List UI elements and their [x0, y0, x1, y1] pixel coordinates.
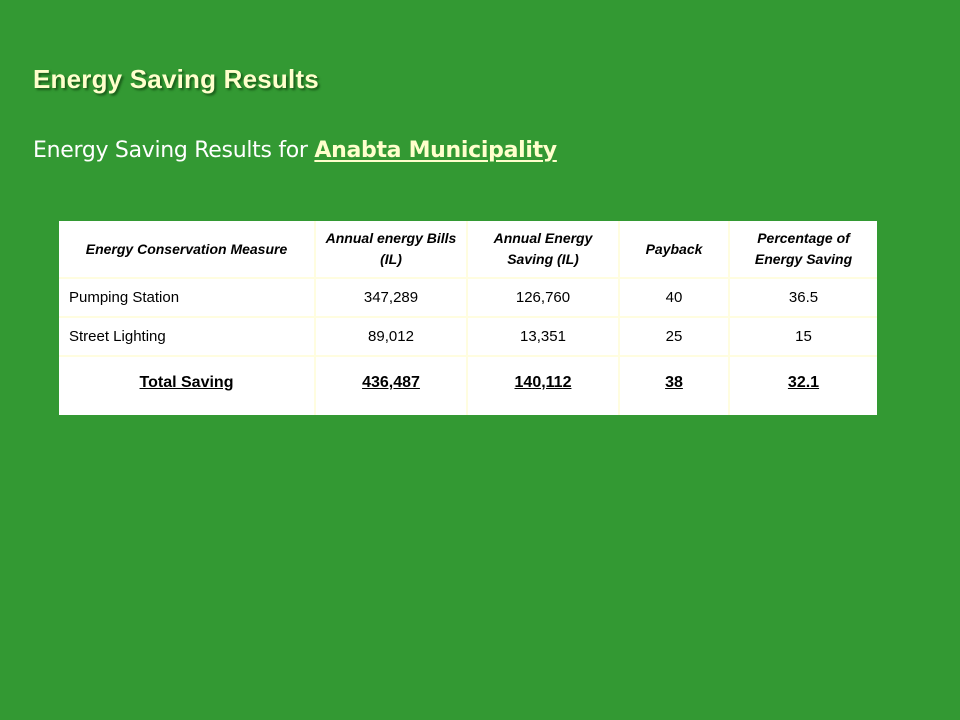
table-header-row: Energy Conservation Measure Annual energ… — [59, 221, 877, 279]
cell-annual-saving: 13,351 — [467, 317, 620, 357]
total-annual-bills: 436,487 — [315, 356, 468, 415]
table-total-row: Total Saving 436,487 140,112 38 32.1 — [59, 356, 877, 415]
table-row: Street Lighting 89,012 13,351 25 15 — [59, 317, 877, 357]
total-percentage: 32.1 — [787, 374, 820, 391]
column-header-payback: Payback — [619, 221, 730, 279]
energy-results-table: Energy Conservation Measure Annual energ… — [59, 221, 877, 415]
cell-annual-bills: 347,289 — [315, 278, 468, 318]
column-header-measure: Energy Conservation Measure — [59, 221, 316, 279]
slide-subtitle: Energy Saving Results for Anabta Municip… — [33, 138, 557, 163]
total-label: Total Saving — [59, 356, 316, 415]
cell-percentage: 36.5 — [729, 278, 877, 318]
total-payback: 38 — [619, 356, 730, 415]
slide-title: Energy Saving Results — [33, 64, 319, 94]
cell-measure: Street Lighting — [59, 317, 316, 357]
cell-percentage: 15 — [729, 317, 877, 357]
cell-payback: 25 — [619, 317, 730, 357]
column-header-annual-bills: Annual energy Bills (IL) — [315, 221, 468, 279]
subtitle-prefix: Energy Saving Results for — [33, 138, 315, 163]
subtitle-highlight: Anabta Municipality — [314, 138, 557, 163]
cell-annual-bills: 89,012 — [315, 317, 468, 357]
cell-annual-saving: 126,760 — [467, 278, 620, 318]
table-row: Pumping Station 347,289 126,760 40 36.5 — [59, 278, 877, 318]
total-annual-saving: 140,112 — [467, 356, 620, 415]
cell-payback: 40 — [619, 278, 730, 318]
results-table-container: Energy Conservation Measure Annual energ… — [59, 221, 877, 415]
column-header-annual-saving: Annual Energy Saving (IL) — [467, 221, 620, 279]
column-header-percentage: Percentage of Energy Saving — [729, 221, 877, 279]
cell-measure: Pumping Station — [59, 278, 316, 318]
